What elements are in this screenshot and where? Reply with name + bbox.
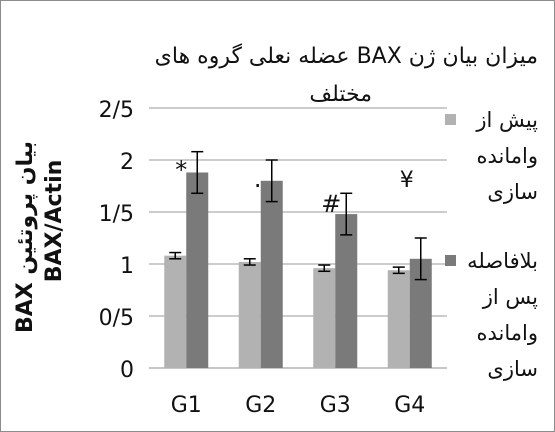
y-tick-label: 2/5 [99,98,134,123]
bar-g4-series-1 [387,270,410,368]
significance-marker: . [254,165,262,193]
legend-label-series-2: بلافاصله [467,249,538,273]
y-tick-label: 1 [120,254,134,279]
bar-g2-series-2 [260,180,283,368]
y-tick-label: 0 [120,358,134,383]
legend-label-series-2: پس از [482,285,538,309]
y-tick-label: 2 [120,150,134,175]
bar-g1-series-1 [164,255,187,368]
chart-title-line-1: میزان بیان ژن BAX عضله نعلی گروه های [155,43,538,69]
legend-label-series-2: وامانده [477,321,539,345]
chart-title-line-2: مختلف [309,82,372,107]
bar-g3-series-2 [335,214,358,368]
y-axis-label-line-1: بیان پروتئین BAX [13,141,38,333]
significance-marker: # [321,190,341,218]
legend-label-series-1: وامانده [477,144,539,168]
bar-g4-series-2 [409,258,432,368]
bar-g1-series-2 [186,172,209,368]
significance-marker: * [175,156,187,184]
legend-label-series-1: سازی [487,180,538,204]
y-axis-label-line-2: BAX/Actin [42,160,67,283]
x-tick-label: G3 [320,393,351,418]
y-tick-label: 0/5 [99,306,134,331]
legend-label-series-1: پیش از [475,108,538,132]
y-tick-label: 1/5 [99,202,134,227]
x-tick-label: G1 [171,393,202,418]
x-tick-label: G4 [394,393,425,418]
significance-marker: ¥ [400,168,414,193]
legend-swatch-series-2 [445,255,456,266]
legend-swatch-series-1 [445,114,456,125]
legend-label-series-2: سازی [487,357,538,381]
bar-g2-series-1 [238,261,261,368]
x-tick-label: G2 [245,393,276,418]
bar-g3-series-1 [313,268,336,368]
